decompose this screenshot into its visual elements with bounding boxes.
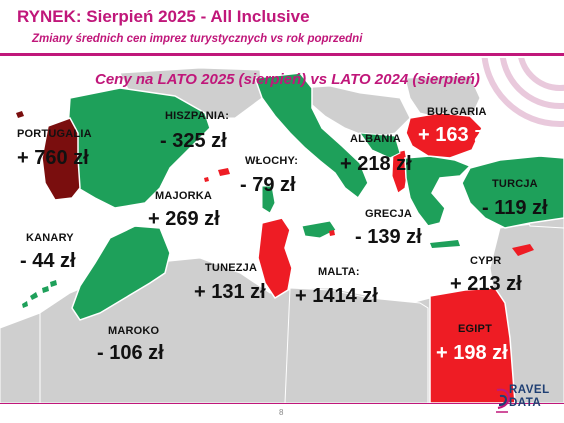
grey-land bbox=[0, 67, 564, 403]
page-title: RYNEK: Sierpień 2025 - All Inclusive bbox=[17, 7, 310, 26]
label-egipt-name: EGIPT bbox=[458, 323, 493, 335]
region-cypr bbox=[512, 244, 534, 256]
region-malta bbox=[329, 230, 335, 236]
label-tunezja-value: + 131 zł bbox=[194, 281, 266, 303]
decorative-rings bbox=[481, 58, 564, 127]
region-majorka-small bbox=[204, 177, 209, 182]
page-number: 8 bbox=[279, 408, 284, 417]
label-majorka-value: + 269 zł bbox=[148, 208, 220, 230]
logo-text-bottom: DATA bbox=[509, 397, 542, 409]
region-egipt bbox=[429, 287, 516, 403]
label-grecja-value: - 139 zł bbox=[355, 226, 422, 248]
label-egipt-value: + 198 zł bbox=[436, 342, 508, 364]
travel-data-logo: RAVEL DATA bbox=[494, 384, 560, 420]
region-balkany bbox=[358, 132, 401, 159]
label-bulgaria-name: BUŁGARIA bbox=[427, 106, 487, 118]
region-bulgaria bbox=[405, 112, 483, 159]
header-rule bbox=[0, 53, 564, 56]
label-hiszpania-name: HISZPANIA: bbox=[165, 110, 230, 122]
label-turcja-name: TURCJA bbox=[492, 178, 538, 190]
region-turcja bbox=[461, 155, 564, 229]
region-sardynia bbox=[261, 185, 276, 214]
label-albania-value: + 218 zł bbox=[340, 153, 412, 175]
label-kanary-value: - 44 zł bbox=[20, 250, 76, 272]
mediterranean-map bbox=[0, 58, 564, 403]
label-bulgaria-value: + 163 zł bbox=[418, 124, 490, 146]
map-title: Ceny na LATO 2025 (sierpień) vs LATO 202… bbox=[95, 71, 480, 88]
region-majorka bbox=[218, 168, 230, 176]
label-cypr-value: + 213 zł bbox=[450, 273, 522, 295]
label-wlochy-name: WŁOCHY: bbox=[245, 155, 299, 167]
label-albania-name: ALBANIA bbox=[350, 133, 401, 145]
label-cypr-name: CYPR bbox=[470, 255, 502, 267]
label-portugalia-name: PORTUGALIA bbox=[17, 128, 92, 140]
region-maroko bbox=[71, 225, 171, 321]
region-tunezja bbox=[257, 217, 293, 300]
label-hiszpania-value: - 325 zł bbox=[160, 130, 227, 152]
label-maroko-name: MAROKO bbox=[108, 325, 160, 337]
region-wlochy bbox=[253, 72, 369, 200]
label-turcja-value: - 119 zł bbox=[482, 197, 548, 219]
label-malta-value: + 1414 zł bbox=[295, 285, 378, 307]
region-portugalia bbox=[41, 117, 81, 201]
label-malta-name: MALTA: bbox=[318, 266, 360, 278]
region-kreta bbox=[430, 240, 460, 248]
label-majorka-name: MAJORKA bbox=[155, 190, 213, 202]
region-madeira bbox=[16, 111, 24, 118]
label-maroko-value: - 106 zł bbox=[97, 342, 164, 364]
region-albania bbox=[391, 149, 409, 194]
label-grecja-name: GRECJA bbox=[365, 208, 413, 220]
label-wlochy-value: - 79 zł bbox=[240, 174, 296, 196]
label-portugalia-value: + 760 zł bbox=[17, 147, 89, 169]
region-sycylia bbox=[301, 220, 337, 239]
label-kanary-name: KANARY bbox=[26, 232, 74, 244]
page-subtitle: Zmiany średnich cen imprez turystycznych… bbox=[32, 33, 363, 45]
footer-rule bbox=[0, 403, 564, 404]
region-kanary bbox=[22, 280, 57, 308]
label-tunezja-name: TUNEZJA bbox=[205, 262, 258, 274]
logo-mark-icon bbox=[496, 388, 511, 413]
logo-text-top: RAVEL bbox=[509, 384, 550, 396]
region-grecja bbox=[404, 155, 472, 227]
